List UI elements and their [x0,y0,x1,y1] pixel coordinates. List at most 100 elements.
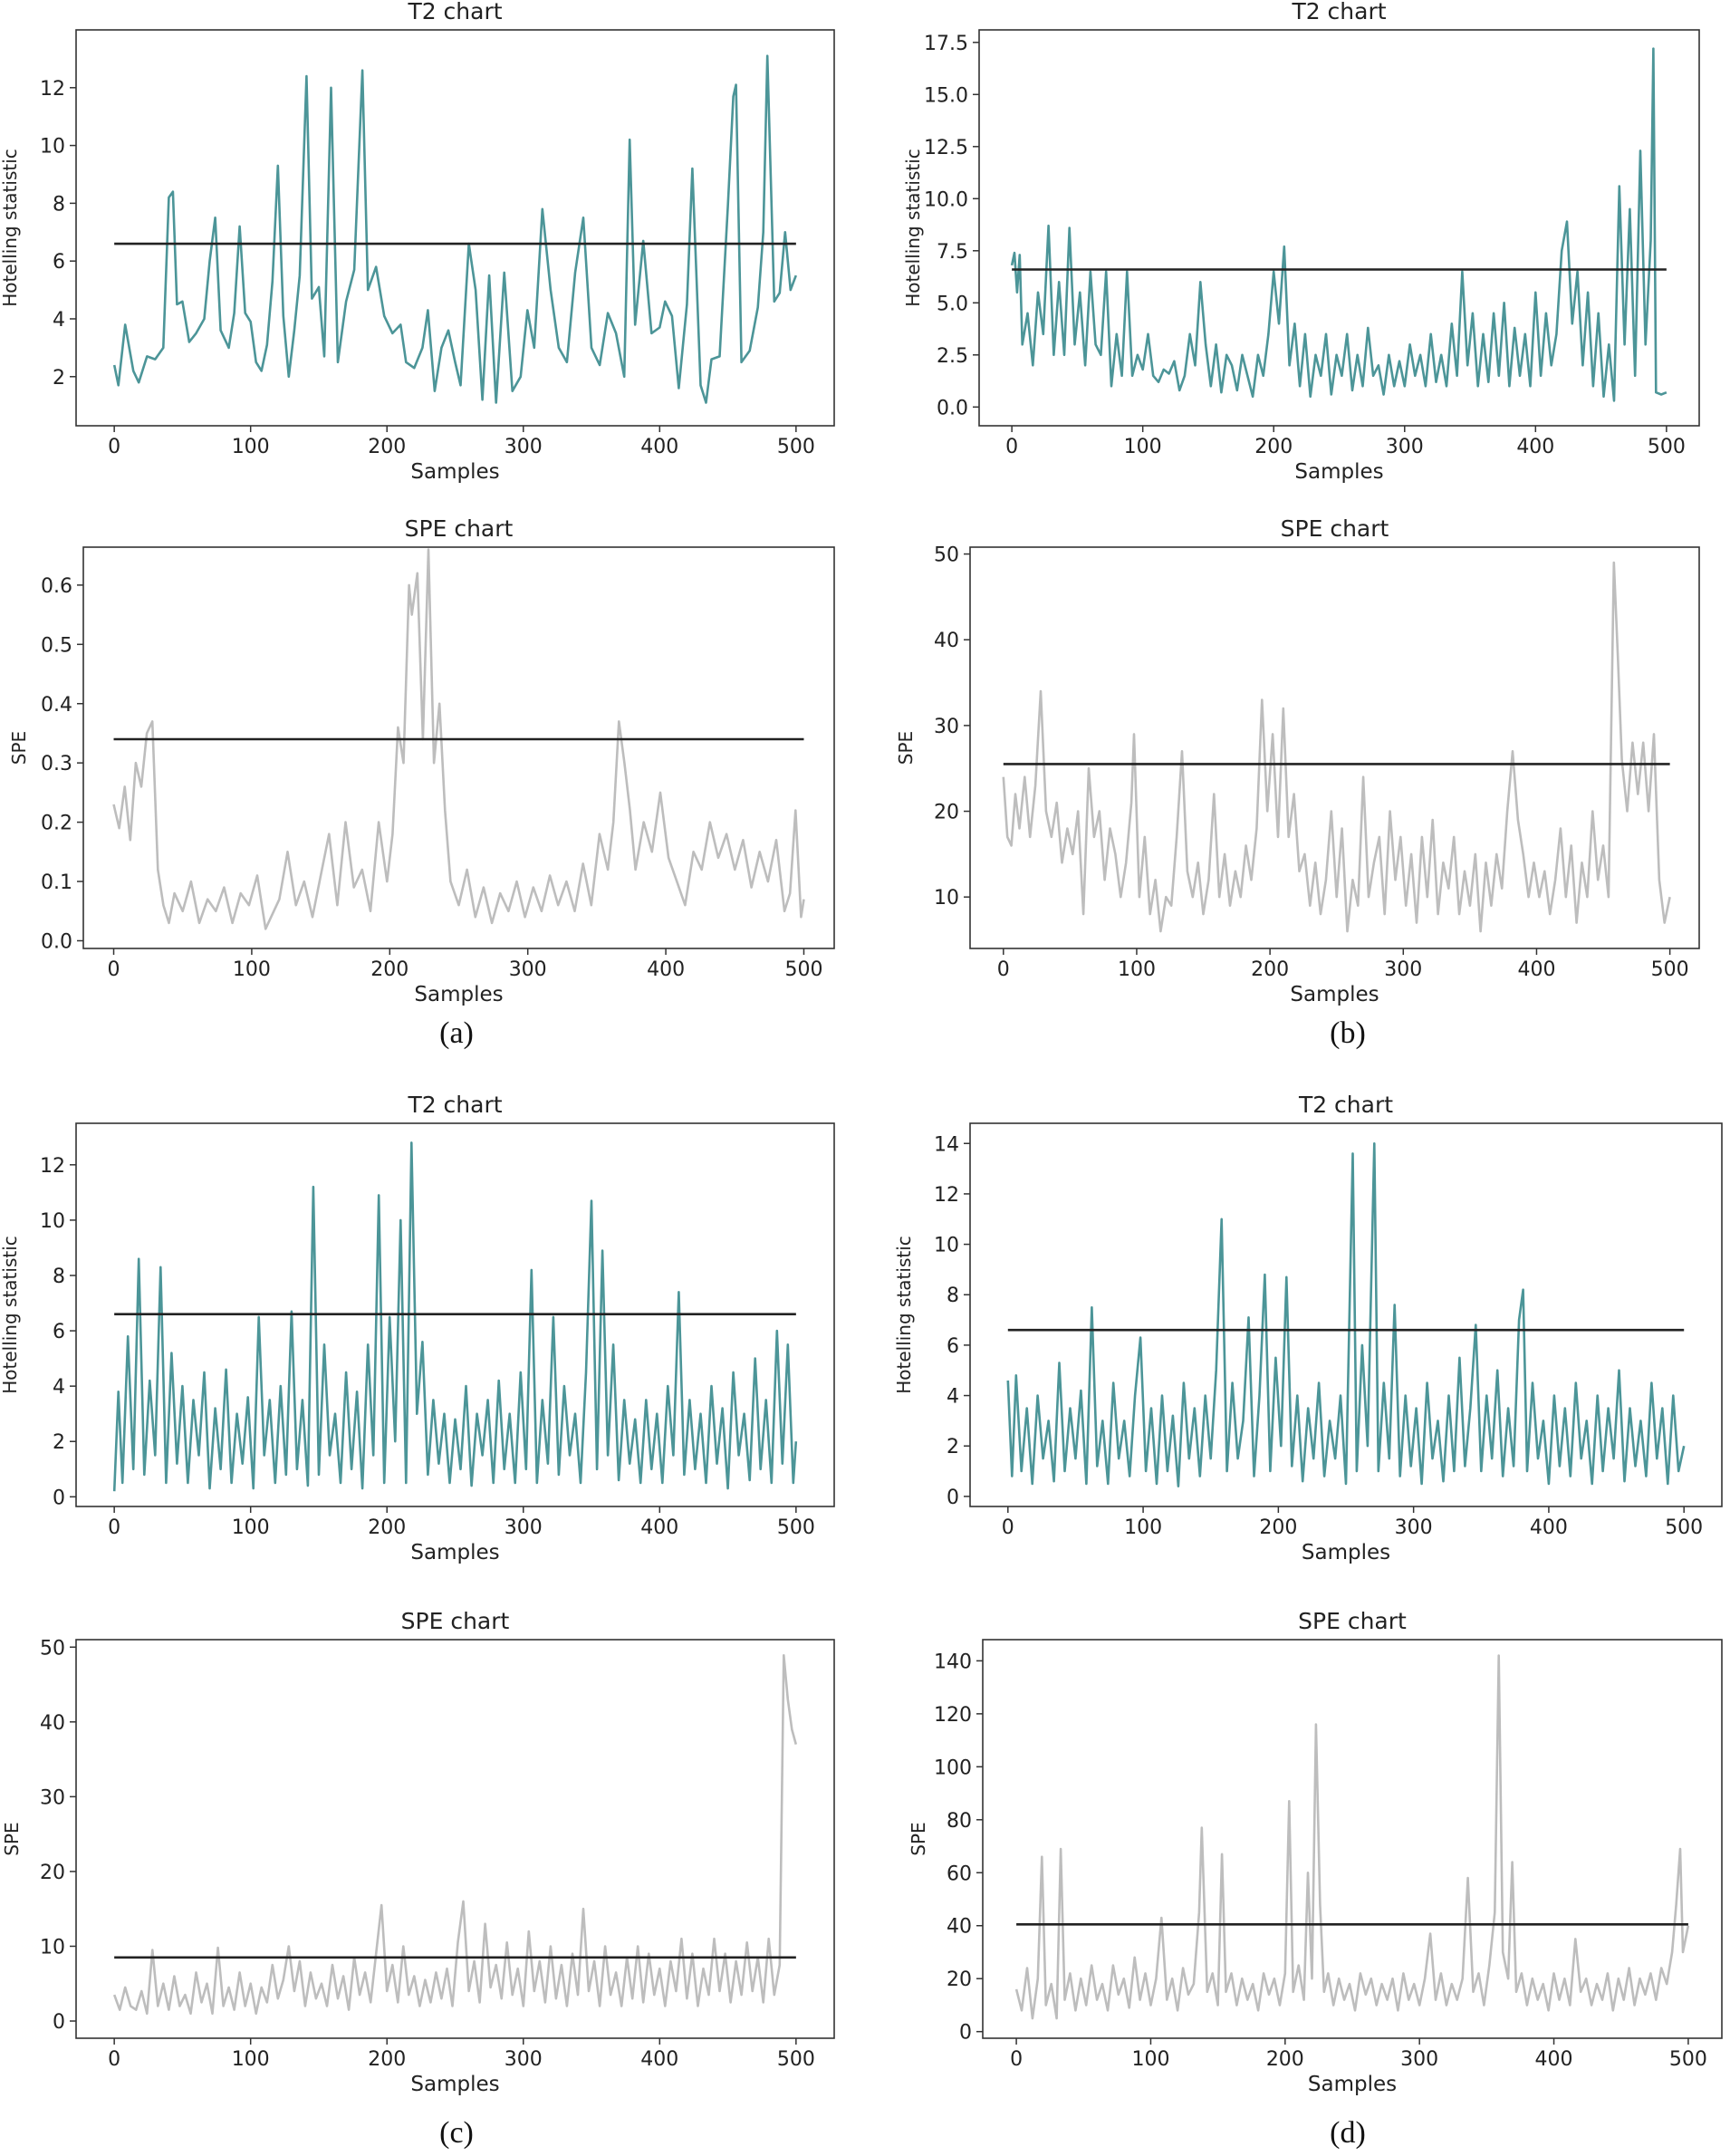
y-tick-label: 10.0 [924,188,968,211]
x-tick-label: 300 [1384,958,1422,981]
x-tick-label: 400 [1516,436,1554,458]
x-tick-label: 500 [1648,436,1686,458]
chart-title: T2 chart [407,1092,502,1118]
y-axis-label: SPE [1,1822,23,1855]
x-tick-label: 300 [505,436,543,458]
y-tick-label: 40 [934,630,959,652]
panel-label-b: (b) [1330,1016,1366,1050]
x-tick-label: 500 [777,2048,815,2071]
chart-title: SPE chart [1298,1608,1407,1634]
chart-title: SPE chart [401,1608,510,1634]
y-axis-label: Hotelling statistic [902,149,924,307]
chart-a-t2: T2 chart 0 100 200 300 400 500 2 4 6 8 10 12 Samples H… [0,0,835,484]
plot-frame [82,546,835,949]
y-tick-label: 20 [934,802,959,824]
x-tick-label: 100 [1124,1516,1162,1539]
panel-label-d: (d) [1330,2116,1366,2150]
y-tick-label: 0.0 [937,397,968,419]
y-tick-label: 6 [53,1321,65,1343]
y-tick-label: 10 [40,1936,65,1959]
y-axis-label: SPE [895,731,917,765]
x-tick-label: 200 [1259,1516,1297,1539]
x-tick-label: 100 [233,958,271,981]
y-tick-label: 50 [40,1637,65,1660]
series-line [112,1654,798,2016]
x-tick-label: 500 [777,1516,815,1539]
x-tick-label: 200 [1251,958,1289,981]
y-tick-label: 12 [40,78,65,101]
chart-title: T2 chart [407,0,502,24]
x-tick-label: 300 [1395,1516,1433,1539]
x-tick-label: 300 [505,1516,543,1539]
x-tick-label: 0 [1010,2048,1023,2071]
x-tick-label: 200 [370,958,408,981]
y-tick-label: 2 [53,367,65,390]
chart-title: SPE chart [1281,515,1389,542]
x-tick-label: 0 [1002,1516,1014,1539]
x-tick-label: 200 [368,1516,406,1539]
y-tick-label: 10 [40,1210,65,1233]
chart-c-t2: T2 chart 0 100 200 300 400 500 0 2 4 6 8 10 12 Samples… [0,1092,835,1564]
plot-frame [75,1122,835,1507]
x-tick-label: 400 [640,436,678,458]
series-line [112,548,805,930]
y-tick-label: 4 [53,309,65,332]
x-tick-label: 300 [509,958,547,981]
plot-frame [978,29,1700,427]
chart-d-spe: SPE chart 0 100 200 300 400 500 0 20 40 60 80 100 120… [908,1608,1723,2096]
series-line [1002,561,1671,933]
x-tick-label: 0 [108,1516,120,1539]
y-tick-label: 10 [934,1235,959,1257]
x-tick-label: 0 [108,2048,120,2071]
x-tick-label: 500 [1669,2048,1707,2071]
x-tick-label: 200 [1266,2048,1304,2071]
y-tick-label: 0.0 [41,930,72,953]
y-tick-label: 4 [53,1376,65,1399]
y-tick-label: 140 [934,1651,972,1673]
y-tick-label: 2 [947,1436,959,1458]
x-tick-label: 400 [1530,1516,1568,1539]
y-tick-label: 6 [947,1335,959,1358]
x-tick-label: 0 [997,958,1010,981]
x-axis-label: Samples [1302,1541,1390,1564]
plot-frame [75,1639,835,2039]
x-axis-label: Samples [410,1541,499,1564]
y-tick-label: 10 [934,887,959,910]
y-tick-label: 20 [947,1968,972,1991]
y-tick-label: 2 [53,1431,65,1454]
y-axis-label: SPE [908,1822,929,1855]
x-axis-label: Samples [410,460,499,484]
x-tick-label: 400 [647,958,685,981]
x-axis-label: Samples [410,2073,499,2096]
y-tick-label: 8 [947,1285,959,1307]
y-tick-label: 40 [947,1916,972,1939]
y-tick-label: 6 [53,251,65,274]
y-tick-label: 0.5 [41,634,72,657]
y-tick-label: 8 [53,1266,65,1288]
series-line [1006,1142,1686,1487]
x-tick-label: 400 [1535,2048,1573,2071]
plot-frame [969,546,1700,949]
y-tick-label: 14 [934,1133,959,1156]
y-tick-label: 50 [934,544,959,567]
y-tick-label: 0.3 [41,753,72,775]
y-axis-label: SPE [8,731,30,765]
chart-a-spe: SPE chart 0 100 200 300 400 500 0.0 0.1 0.2 0.3 0.4… [8,515,835,1006]
x-tick-label: 300 [505,2048,543,2071]
panel-label-c: (c) [439,2116,474,2150]
x-tick-label: 100 [232,436,270,458]
x-tick-label: 400 [640,1516,678,1539]
y-tick-label: 0 [53,2011,65,2034]
x-tick-label: 400 [1517,958,1555,981]
y-tick-label: 30 [934,716,959,738]
y-tick-label: 8 [53,193,65,216]
x-axis-label: Samples [1294,460,1383,484]
chart-b-t2: T2 chart 0 100 200 300 400 500 0.0 2.5 5.0 7.5 10.0… [902,0,1700,484]
y-tick-label: 0 [53,1487,65,1509]
x-tick-label: 100 [1124,436,1162,458]
plot-frame [982,1639,1723,2039]
plot-frame [75,29,835,427]
y-tick-label: 120 [934,1704,972,1727]
x-tick-label: 100 [1131,2048,1169,2071]
